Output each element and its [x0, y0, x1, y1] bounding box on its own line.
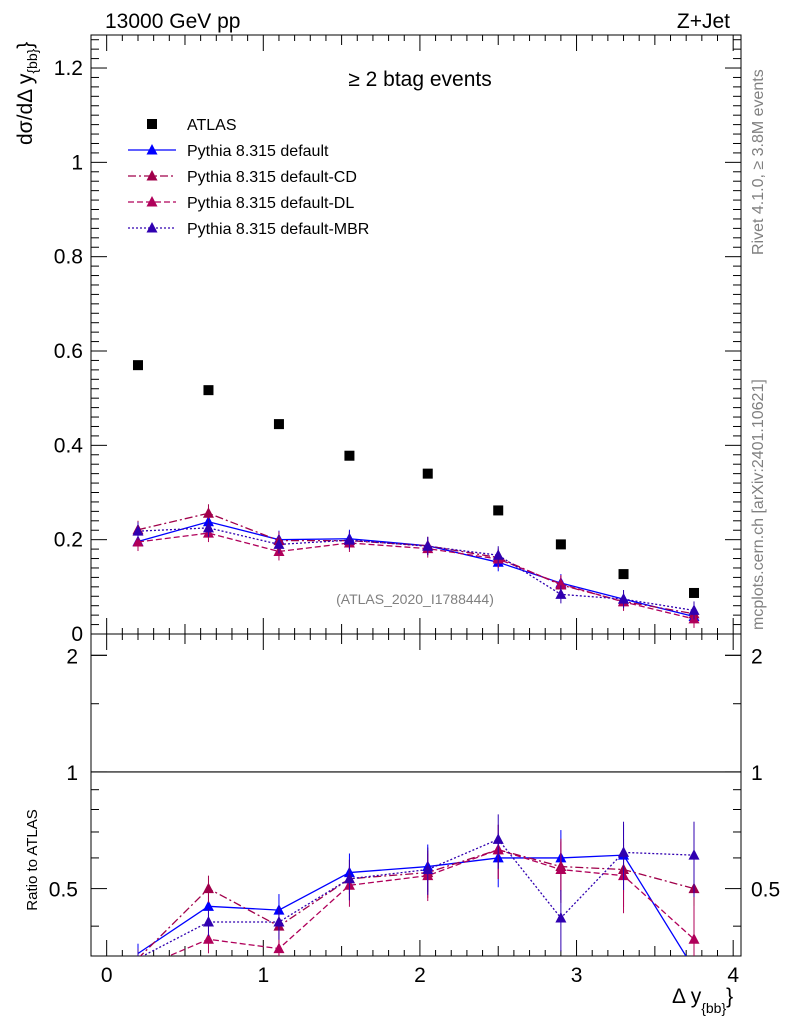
- y-tick-label: 1: [71, 151, 83, 174]
- legend-square-marker: [147, 119, 157, 129]
- legend-label: ATLAS: [187, 117, 237, 134]
- y-tick-label: 0.2: [54, 529, 83, 552]
- ratio-data-point: [618, 846, 630, 857]
- series-4: [132, 518, 700, 620]
- y-tick-label: 0.8: [54, 246, 83, 269]
- ratio-data-point: [688, 849, 700, 860]
- legend-label: Pythia 8.315 default-MBR: [187, 221, 369, 238]
- legend-label: Pythia 8.315 default-CD: [187, 169, 357, 186]
- y-axis-title-main: dσ/dΔ y: [14, 73, 37, 145]
- atlas-data-point: [273, 419, 284, 430]
- ratio-tick-label: 2: [66, 645, 78, 668]
- ratio-data-point: [202, 900, 214, 911]
- series-line: [137, 512, 695, 615]
- mc-data-point: [202, 507, 214, 518]
- ratio-data-point: [492, 833, 504, 844]
- x-tick-label: 1: [257, 964, 269, 987]
- svg-text:dσ/dΔ y{bb}}: dσ/dΔ y{bb}}: [14, 42, 40, 145]
- mc-data-point: [273, 538, 285, 549]
- selection-label: ≥ 2 btag events: [348, 68, 491, 91]
- mc-data-point: [422, 540, 434, 551]
- legend-triangle-marker: [146, 144, 158, 155]
- ratio-data-point: [273, 942, 285, 954]
- y-axis-title-sub: {bb}: [24, 48, 40, 73]
- ratio-series-3: [137, 814, 700, 956]
- ratio-tick-label: 0.5: [49, 879, 78, 902]
- y-tick-label: 0.4: [54, 434, 84, 457]
- ratio-tick-label-right: 0.5: [751, 879, 780, 902]
- mc-data-point: [202, 521, 214, 533]
- mcplots-label: mcplots.cern.ch [arXiv:2401.10621]: [750, 379, 767, 630]
- analysis-watermark: (ATLAS_2020_I1788444): [336, 591, 494, 607]
- atlas-data-point: [689, 587, 700, 598]
- x-axis-title-sub: {bb}: [701, 1000, 726, 1016]
- series-0: [132, 360, 700, 598]
- ratio-line: [137, 854, 687, 956]
- atlas-data-point: [344, 450, 355, 461]
- y-tick-label: 1.2: [54, 57, 83, 80]
- ratio-series-group: [137, 814, 700, 956]
- ratio-data-point: [555, 911, 567, 923]
- atlas-data-point: [422, 468, 433, 479]
- ratio-panel-frame: [90, 633, 742, 957]
- atlas-data-point: [493, 505, 504, 516]
- legend-entry: Pythia 8.315 default-CD: [128, 169, 357, 186]
- series-1: [132, 512, 700, 626]
- legend-triangle-marker: [146, 222, 158, 233]
- atlas-data-point: [203, 385, 214, 396]
- rivet-version-label: Rivet 4.1.0, ≥ 3.8M events: [750, 69, 767, 255]
- x-axis-title: Δ y{bb}}: [672, 985, 733, 1016]
- mc-data-point: [688, 604, 700, 615]
- x-tick-label: 3: [571, 964, 583, 987]
- x-axis-title-main: Δ y: [672, 985, 702, 1008]
- mc-data-point: [555, 588, 567, 599]
- ratio-tick-label: 1: [66, 762, 78, 785]
- mc-data-point: [492, 549, 504, 560]
- ratio-data-point: [555, 863, 567, 875]
- ratio-series-2: [167, 824, 700, 956]
- legend-triangle-marker: [146, 170, 158, 181]
- legend-entry: Pythia 8.315 default-MBR: [128, 221, 369, 238]
- y-axis-title: dσ/dΔ y{bb}}: [14, 42, 40, 145]
- y-tick-label: 0: [71, 623, 83, 646]
- x-tick-label: 4: [727, 964, 739, 987]
- ratio-data-point: [343, 872, 355, 884]
- x-tick-label: 0: [101, 964, 113, 987]
- legend-label: Pythia 8.315 default-DL: [187, 195, 354, 212]
- mc-data-point: [343, 534, 355, 545]
- ratio-axis-title: Ratio to ATLAS: [24, 809, 41, 910]
- legend-triangle-marker: [146, 196, 158, 207]
- atlas-data-point: [555, 539, 566, 550]
- mc-data-point: [555, 578, 567, 589]
- ratio-data-point: [202, 882, 214, 894]
- legend-entry: ATLAS: [147, 117, 237, 134]
- ratio-tick-label-right: 1: [751, 762, 763, 785]
- mc-data-point: [132, 536, 144, 547]
- atlas-data-point: [132, 360, 143, 371]
- series-3: [132, 524, 700, 628]
- ratio-data-point: [422, 863, 434, 875]
- process-label: Z+Jet: [677, 10, 730, 33]
- legend-label: Pythia 8.315 default: [187, 143, 329, 160]
- ratio-data-point: [688, 933, 700, 944]
- x-tick-label: 2: [414, 964, 426, 987]
- ratio-data-point: [202, 916, 214, 927]
- y-tick-label: 0.6: [54, 340, 83, 363]
- legend-entry: Pythia 8.315 default-DL: [128, 195, 354, 212]
- mc-data-point: [618, 593, 630, 604]
- ratio-line: [141, 838, 695, 956]
- ratio-data-point: [273, 916, 285, 927]
- mc-data-point: [132, 525, 144, 536]
- atlas-data-point: [618, 569, 629, 580]
- ratio-tick-label-right: 2: [751, 645, 763, 668]
- legend-entry: Pythia 8.315 default: [128, 143, 329, 160]
- energy-label: 13000 GeV pp: [105, 10, 240, 33]
- ratio-series-1: [137, 824, 700, 956]
- ratio-data-point: [202, 933, 214, 944]
